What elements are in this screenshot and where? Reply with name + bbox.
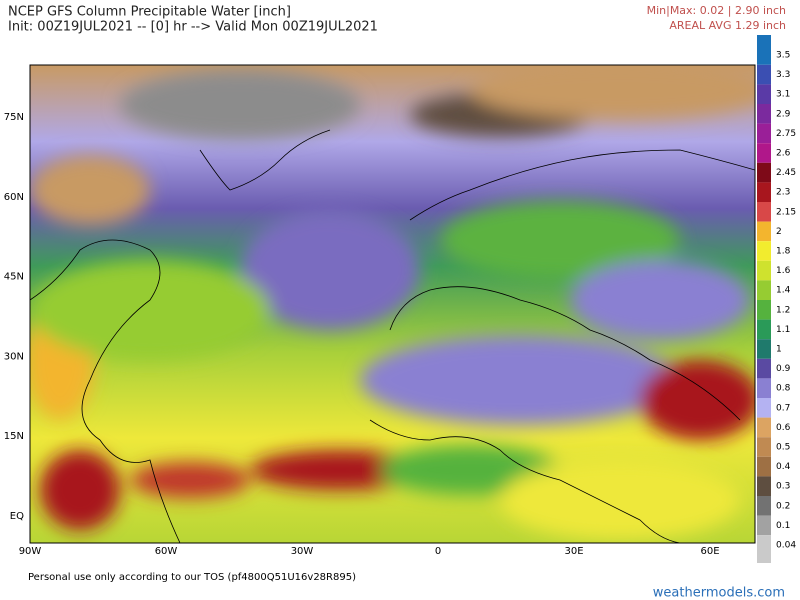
lon-label: 30W <box>291 546 314 557</box>
colorbar-swatch <box>757 260 771 281</box>
colorbar-swatch <box>757 417 771 438</box>
minmax: Min|Max: 0.02 | 2.90 inch <box>647 4 786 17</box>
lon-label: 60E <box>700 546 719 557</box>
colorbar-label: 1 <box>776 345 782 355</box>
colorbar-swatch <box>757 162 771 183</box>
colorbar-label: 2.3 <box>776 188 790 198</box>
colorbar-swatch <box>757 378 771 398</box>
colorbar-swatch <box>757 104 771 124</box>
colorbar-swatch <box>757 476 771 496</box>
colorbar-swatch <box>757 123 771 144</box>
lat-label: 75N <box>4 112 24 123</box>
areal-avg: AREAL AVG 1.29 inch <box>669 19 786 32</box>
colorbar-swatch <box>757 300 771 320</box>
lat-label: 60N <box>4 192 24 203</box>
lat-label: 15N <box>4 431 24 442</box>
colorbar-label: 2.9 <box>776 109 791 119</box>
colorbar-label: 1.2 <box>776 305 790 315</box>
colorbar-label: 2.45 <box>776 168 796 178</box>
map-frame <box>29 64 756 544</box>
colorbar-swatch <box>757 358 771 379</box>
colorbar-label: 0.2 <box>776 501 790 511</box>
colorbar-swatch <box>757 339 771 359</box>
colorbar-label: 3.1 <box>776 90 790 100</box>
colorbar-label: 0.7 <box>776 403 790 413</box>
colorbar-swatch <box>757 280 771 300</box>
colorbar-label: 0.6 <box>776 423 791 433</box>
colorbar-swatch <box>757 221 771 242</box>
lon-label: 0 <box>435 546 441 557</box>
colorbar-swatch <box>757 535 771 563</box>
colorbar-label: 1.6 <box>776 266 791 276</box>
map-field <box>30 65 755 543</box>
colorbar-label: 0.8 <box>776 384 791 394</box>
colorbar-label: 2.15 <box>776 207 796 217</box>
colorbar-label: 1.8 <box>776 247 791 257</box>
lon-label: 30E <box>564 546 583 557</box>
site-name: weathermodels.com <box>653 586 785 600</box>
colorbar-label: 2 <box>776 227 782 237</box>
colorbar-swatch <box>757 398 771 418</box>
lat-label: 30N <box>4 351 24 362</box>
colorbar-swatch <box>757 35 771 65</box>
lon-label: 60W <box>155 546 178 557</box>
colorbar-swatch <box>757 456 771 477</box>
init-line: Init: 00Z19JUL2021 -- [0] hr --> Valid M… <box>8 20 378 35</box>
colorbar-swatch <box>757 64 771 85</box>
colorbar-label: 0.9 <box>776 364 791 374</box>
colorbar-swatch <box>757 143 771 163</box>
colorbar-swatch <box>757 515 771 536</box>
colorbar-label: 0.4 <box>776 462 791 472</box>
coastlines <box>30 129 755 543</box>
colorbar-label: 1.1 <box>776 325 790 335</box>
colorbar-swatch <box>757 319 771 340</box>
lat-label: EQ <box>10 511 24 522</box>
colorbar-label: 3.3 <box>776 70 790 80</box>
title: NCEP GFS Column Precipitable Water [inch… <box>8 5 291 20</box>
colorbar-swatch <box>757 437 771 457</box>
colorbar-swatch <box>757 84 771 104</box>
colorbar-label: 3.5 <box>776 51 790 61</box>
colorbar-label: 0.5 <box>776 443 790 453</box>
colorbar-label: 0.04 <box>776 541 796 551</box>
lat-label: 45N <box>4 272 24 283</box>
colorbar-label: 0.3 <box>776 482 790 492</box>
colorbar-label: 1.4 <box>776 286 791 296</box>
tos-note: Personal use only according to our TOS (… <box>28 572 356 583</box>
colorbar-swatch <box>757 241 771 261</box>
lon-label: 90W <box>19 546 42 557</box>
colorbar-swatch <box>757 202 771 222</box>
colorbar-swatch <box>757 182 771 202</box>
colorbar-label: 0.1 <box>776 521 790 531</box>
colorbar-label: 2.6 <box>776 149 791 159</box>
colorbar-label: 2.75 <box>776 129 796 139</box>
colorbar-swatch <box>757 496 771 516</box>
